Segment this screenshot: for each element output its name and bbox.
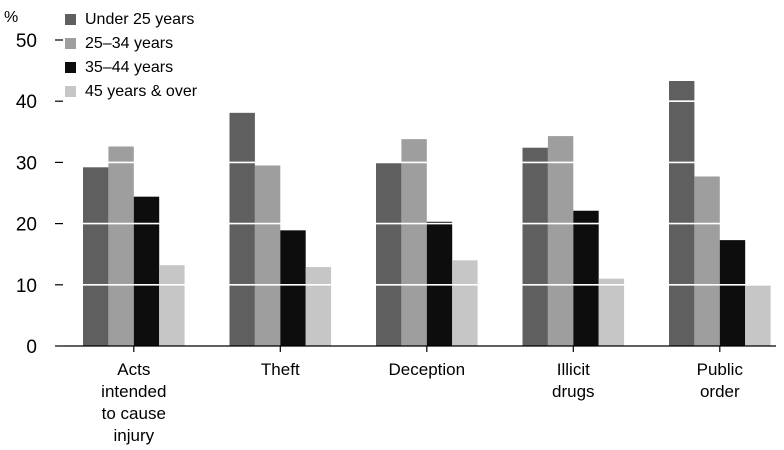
y-tick-label-20: 20 (16, 215, 37, 236)
bar-1-series-2 (108, 146, 134, 346)
category-label-3-line-1: Deception (389, 360, 466, 379)
bar-2-series-2 (254, 165, 281, 346)
category-label-1-line-2: intended (101, 382, 166, 401)
axes-layer: 0 10 20 30 40 50 (16, 31, 776, 358)
category-label-5-line-2: order (700, 382, 740, 401)
category-label-5-line-1: Public (697, 360, 744, 379)
legend-swatch-4 (65, 86, 76, 97)
legend-label-4: 45 years & over (85, 83, 198, 100)
category-label-4-line-2: drugs (552, 382, 595, 401)
legend-label-2: 25–34 years (85, 35, 173, 52)
category-label-1-line-4: injury (113, 426, 154, 445)
bar-2-series-3 (280, 230, 306, 346)
category-label-4-line-1: Illicit (557, 360, 590, 379)
bar-1-series-4 (159, 265, 185, 346)
bar-3-series-3 (426, 221, 453, 346)
bar-3-series-4 (452, 260, 478, 346)
bar-1-series-1 (83, 167, 109, 346)
category-label-1-line-1: Acts (117, 360, 150, 379)
y-tick-label-30: 30 (16, 153, 37, 174)
bar-5-series-1 (669, 81, 695, 346)
gridlines-layer (63, 100, 776, 286)
bar-5-series-3 (719, 240, 746, 346)
bar-4-series-1 (522, 147, 548, 346)
bar-1-series-3 (133, 196, 160, 346)
y-tick-label-0: 0 (26, 337, 37, 358)
y-tick-label-40: 40 (16, 92, 37, 113)
bar-4-series-4 (598, 278, 625, 346)
bar-2-series-4 (305, 267, 332, 346)
bars-layer (83, 81, 771, 346)
x-axis-category-labels: Acts intended to cause injury Theft Deception… (101, 360, 743, 445)
bar-5-series-2 (694, 176, 720, 346)
y-tick-label-50: 50 (16, 31, 37, 52)
bar-2-series-1 (229, 112, 255, 346)
legend-label-1: Under 25 years (85, 11, 194, 28)
y-axis-unit-label: % (4, 9, 18, 26)
legend-swatch-3 (65, 62, 76, 73)
bar-4-series-2 (547, 136, 574, 346)
category-label-2-line-1: Theft (261, 360, 300, 379)
bar-4-series-3 (573, 210, 599, 346)
bar-3-series-1 (376, 163, 402, 346)
legend-swatch-2 (65, 38, 76, 49)
legend-label-3: 35–44 years (85, 59, 173, 76)
category-label-1-line-3: to cause (102, 404, 166, 423)
bar-5-series-4 (745, 285, 771, 346)
bar-3-series-2 (401, 139, 427, 346)
legend: Under 25 years 25–34 years 35–44 years 45 y… (65, 11, 198, 100)
y-tick-label-10: 10 (16, 276, 37, 297)
legend-swatch-1 (65, 14, 76, 25)
